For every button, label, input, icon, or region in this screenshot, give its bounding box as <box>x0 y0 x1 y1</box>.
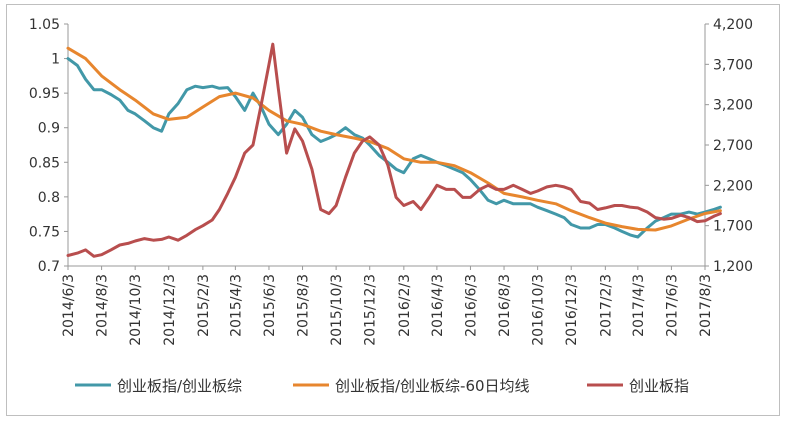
series-line-1 <box>66 57 722 239</box>
y-left-tick-label: 1.05 <box>29 17 60 33</box>
x-tick-label: 2014/10/3 <box>128 274 144 346</box>
x-tick-label: 2015/2/3 <box>196 274 212 337</box>
x-tick-label: 2017/6/3 <box>664 274 680 337</box>
x-tick-label: 2015/8/3 <box>296 274 312 337</box>
x-tick-label: 2014/8/3 <box>95 274 111 337</box>
x-tick-label: 2016/12/3 <box>564 274 580 346</box>
x-tick-label: 2015/10/3 <box>329 274 345 346</box>
y-right-tick-label: 1,200 <box>713 259 753 275</box>
legend-label-3: 创业板指 <box>629 377 689 395</box>
x-tick-label: 2017/8/3 <box>698 274 714 337</box>
y-right-tick-label: 1,700 <box>713 219 753 235</box>
x-tick-label: 2017/4/3 <box>631 274 647 337</box>
x-tick-label: 2016/2/3 <box>397 274 413 337</box>
x-tick-label: 2015/6/3 <box>262 274 278 337</box>
x-tick-label: 2015/4/3 <box>228 274 244 337</box>
y-left-tick-label: 0.7 <box>38 259 60 275</box>
y-left-tick-label: 0.8 <box>38 190 60 206</box>
chart-frame <box>6 4 780 416</box>
x-tick-label: 2016/4/3 <box>430 274 446 337</box>
series-line-3 <box>66 42 722 258</box>
y-right-tick-label: 3,700 <box>713 57 753 73</box>
y-left-tick-label: 0.9 <box>38 121 60 137</box>
x-tick-label: 2016/6/3 <box>463 274 479 337</box>
y-left-tick-label: 1 <box>51 52 60 68</box>
x-tick-label: 2016/8/3 <box>497 274 513 337</box>
x-tick-label: 2016/10/3 <box>531 274 547 346</box>
y-right-tick-label: 4,200 <box>713 17 753 33</box>
legend-label-2: 创业板指/创业板综-60日均线 <box>335 377 530 395</box>
y-left-tick-label: 0.85 <box>29 155 60 171</box>
x-tick-label: 2014/6/3 <box>61 274 77 337</box>
y-left-tick-label: 0.75 <box>29 224 60 240</box>
series-line-2 <box>66 46 722 232</box>
y-right-tick-label: 2,200 <box>713 178 753 194</box>
legend-label-1: 创业板指/创业板综 <box>117 377 242 395</box>
y-left-tick-label: 0.95 <box>29 86 60 102</box>
y-right-tick-label: 2,700 <box>713 138 753 154</box>
x-tick-label: 2014/12/3 <box>162 274 178 346</box>
x-tick-label: 2017/2/3 <box>598 274 614 337</box>
x-tick-label: 2015/12/3 <box>363 274 379 346</box>
y-right-tick-label: 3,200 <box>713 98 753 114</box>
